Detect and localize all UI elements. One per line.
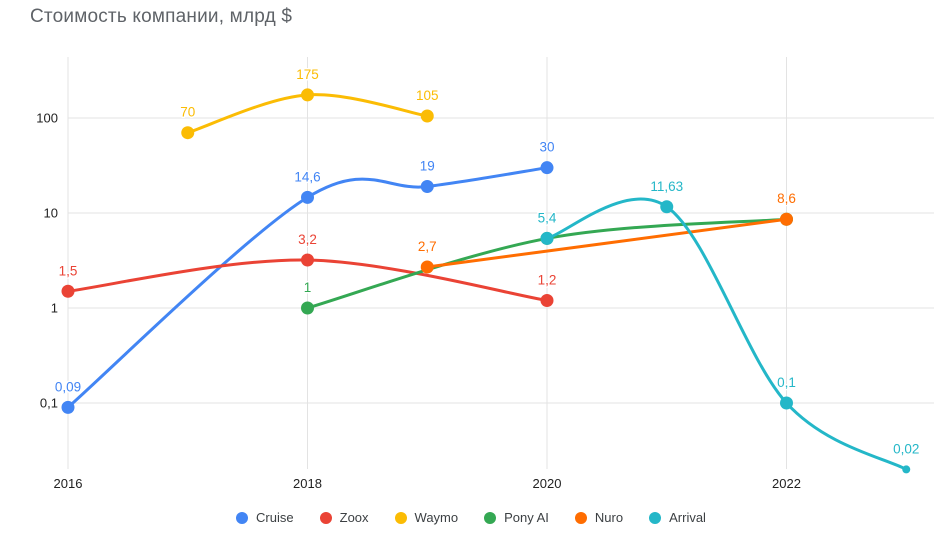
y-tick-label: 0,1 [40, 396, 58, 411]
legend-item-arrival: Arrival [649, 510, 706, 525]
data-label-arrival: 5,4 [538, 210, 557, 225]
data-label-pony-ai: 1 [304, 280, 312, 295]
legend-item-cruise: Cruise [236, 510, 294, 525]
data-point-arrival [540, 231, 554, 245]
data-point-nuro [420, 260, 434, 274]
data-point-zoox [301, 253, 314, 267]
data-point-arrival [780, 396, 793, 410]
x-tick-label: 2022 [772, 476, 801, 491]
y-tick-label: 10 [44, 206, 58, 221]
data-label-zoox: 1,2 [538, 272, 557, 287]
data-label-arrival: 0,1 [777, 375, 796, 390]
x-tick-label: 2020 [533, 476, 562, 491]
data-point-waymo [181, 126, 195, 140]
data-point-cruise [61, 400, 75, 414]
series-line-nuro [425, 217, 788, 269]
data-point-cruise [420, 180, 434, 194]
legend-label-arrival: Arrival [669, 510, 706, 525]
legend-dot-zoox [319, 511, 332, 524]
data-point-waymo [301, 88, 314, 102]
y-tick-label: 1 [51, 301, 58, 316]
data-label-cruise: 0,09 [55, 379, 81, 394]
legend-label-zoox: Zoox [339, 510, 369, 525]
data-label-cruise: 30 [539, 140, 554, 155]
data-point-arrival [902, 465, 911, 474]
data-point-arrival [660, 200, 674, 214]
data-point-pony-ai [301, 301, 314, 315]
data-label-waymo: 105 [416, 88, 439, 103]
y-tick-label: 100 [36, 111, 58, 126]
x-tick-label: 2016 [54, 476, 83, 491]
data-point-nuro [780, 212, 793, 226]
legend-label-cruise: Cruise [256, 510, 294, 525]
series-line-arrival [545, 197, 908, 471]
legend-item-zoox: Zoox [319, 510, 369, 525]
legend-item-pony-ai: Pony AI [484, 510, 549, 525]
data-label-arrival: 11,63 [650, 179, 683, 194]
data-label-waymo: 70 [180, 105, 195, 120]
data-label-cruise: 19 [420, 159, 435, 174]
legend-dot-arrival [649, 511, 662, 524]
chart-legend: Cruise Zoox Waymo Pony AI Nuro Arrival [0, 510, 942, 525]
data-label-cruise: 14,6 [294, 169, 320, 184]
data-point-waymo [420, 109, 434, 123]
legend-item-nuro: Nuro [574, 510, 624, 525]
data-label-waymo: 175 [296, 67, 319, 82]
data-label-nuro: 2,7 [418, 239, 437, 254]
legend-dot-waymo [394, 511, 407, 524]
legend-label-pony-ai: Pony AI [504, 510, 549, 525]
data-label-zoox: 1,5 [59, 263, 78, 278]
chart-title: Стоимость компании, млрд $ [30, 6, 293, 27]
data-label-nuro: 8,6 [777, 191, 796, 206]
data-point-cruise [540, 161, 554, 175]
legend-label-nuro: Nuro [594, 510, 624, 525]
data-point-zoox [61, 284, 75, 298]
data-label-zoox: 3,2 [298, 232, 317, 247]
series-line-cruise [66, 166, 549, 409]
legend-dot-pony-ai [484, 511, 497, 524]
data-point-zoox [540, 293, 554, 307]
data-point-cruise [301, 190, 314, 204]
legend-label-waymo: Waymo [414, 510, 459, 525]
x-tick-label: 2018 [293, 476, 322, 491]
legend-dot-cruise [236, 511, 249, 524]
legend-item-waymo: Waymo [394, 510, 459, 525]
legend-dot-nuro [574, 511, 587, 524]
data-label-arrival: 0,02 [893, 441, 919, 456]
